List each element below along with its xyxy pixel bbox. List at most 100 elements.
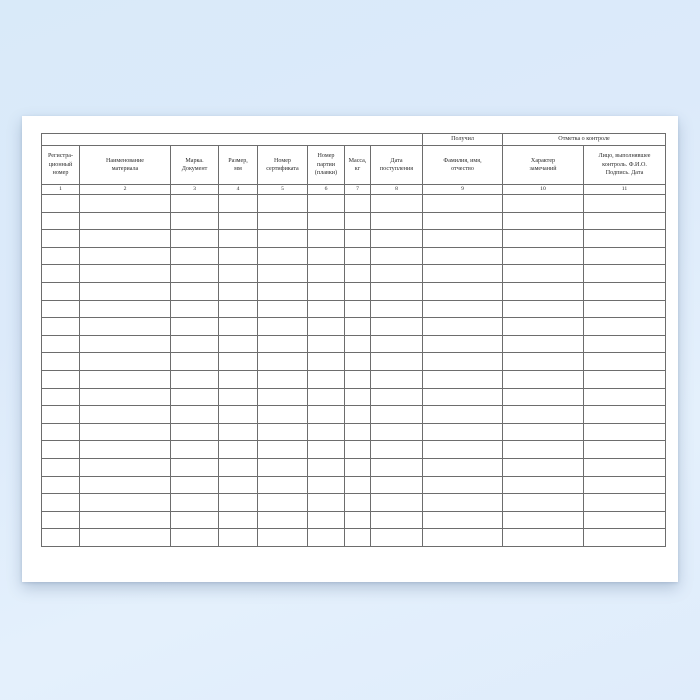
table-cell-3[interactable] [170,510,219,530]
table-row[interactable] [41,334,667,354]
table-cell-8[interactable] [370,457,423,477]
table-cell-10[interactable] [502,387,584,407]
table-cell-11[interactable] [582,246,667,266]
table-row[interactable] [41,299,667,319]
table-cell-6[interactable] [307,264,345,283]
table-cell-3[interactable] [170,352,219,371]
table-cell-10[interactable] [502,299,584,319]
table-cell-11[interactable] [582,352,667,371]
table-cell-10[interactable] [502,334,584,354]
table-cell-8[interactable] [370,369,423,389]
table-cell-1[interactable] [41,334,80,354]
table-cell-3[interactable] [170,334,219,354]
table-cell-8[interactable] [370,387,423,407]
table-cell-9[interactable] [422,352,503,371]
table-cell-9[interactable] [422,510,503,530]
table-cell-2[interactable] [79,387,171,407]
table-cell-3[interactable] [170,299,219,319]
table-cell-4[interactable] [218,352,258,371]
table-cell-1[interactable] [41,475,80,495]
table-cell-8[interactable] [370,528,423,547]
table-cell-11[interactable] [582,281,667,301]
table-cell-6[interactable] [307,299,345,319]
table-cell-11[interactable] [582,317,667,336]
table-cell-1[interactable] [41,528,80,547]
table-cell-6[interactable] [307,352,345,371]
table-cell-5[interactable] [257,369,308,389]
table-cell-2[interactable] [79,405,171,424]
table-cell-11[interactable] [582,194,667,213]
table-cell-5[interactable] [257,229,308,248]
table-cell-3[interactable] [170,475,219,495]
table-row[interactable] [41,475,667,495]
table-cell-7[interactable] [344,493,371,512]
table-cell-8[interactable] [370,264,423,283]
table-row[interactable] [41,422,667,442]
table-cell-6[interactable] [307,475,345,495]
table-cell-5[interactable] [257,457,308,477]
table-cell-7[interactable] [344,334,371,354]
table-cell-8[interactable] [370,194,423,213]
table-row[interactable] [41,264,667,283]
table-cell-1[interactable] [41,246,80,266]
table-cell-9[interactable] [422,194,503,213]
table-cell-4[interactable] [218,405,258,424]
table-cell-4[interactable] [218,194,258,213]
table-row[interactable] [41,317,667,336]
table-cell-11[interactable] [582,422,667,442]
table-cell-8[interactable] [370,229,423,248]
table-cell-1[interactable] [41,317,80,336]
table-cell-5[interactable] [257,211,308,231]
table-row[interactable] [41,352,667,371]
table-cell-7[interactable] [344,405,371,424]
table-cell-7[interactable] [344,369,371,389]
table-cell-4[interactable] [218,387,258,407]
table-cell-7[interactable] [344,194,371,213]
table-cell-9[interactable] [422,387,503,407]
table-cell-9[interactable] [422,229,503,248]
table-cell-2[interactable] [79,299,171,319]
table-cell-3[interactable] [170,493,219,512]
table-cell-9[interactable] [422,422,503,442]
table-row[interactable] [41,440,667,459]
table-row[interactable] [41,281,667,301]
table-cell-5[interactable] [257,528,308,547]
table-cell-9[interactable] [422,493,503,512]
table-cell-2[interactable] [79,334,171,354]
table-cell-6[interactable] [307,369,345,389]
table-cell-3[interactable] [170,440,219,459]
table-cell-6[interactable] [307,510,345,530]
table-cell-5[interactable] [257,475,308,495]
table-cell-3[interactable] [170,405,219,424]
table-cell-4[interactable] [218,211,258,231]
table-cell-7[interactable] [344,281,371,301]
table-cell-8[interactable] [370,493,423,512]
table-cell-2[interactable] [79,528,171,547]
table-cell-8[interactable] [370,281,423,301]
table-cell-8[interactable] [370,299,423,319]
table-row[interactable] [41,229,667,248]
table-cell-2[interactable] [79,422,171,442]
table-cell-9[interactable] [422,369,503,389]
table-cell-10[interactable] [502,457,584,477]
table-cell-7[interactable] [344,299,371,319]
table-cell-3[interactable] [170,528,219,547]
table-row[interactable] [41,493,667,512]
table-cell-5[interactable] [257,246,308,266]
table-cell-1[interactable] [41,422,80,442]
table-cell-2[interactable] [79,493,171,512]
table-cell-1[interactable] [41,229,80,248]
table-cell-3[interactable] [170,281,219,301]
table-cell-1[interactable] [41,440,80,459]
table-cell-2[interactable] [79,510,171,530]
table-cell-4[interactable] [218,510,258,530]
table-row[interactable] [41,194,667,213]
table-cell-9[interactable] [422,440,503,459]
table-cell-1[interactable] [41,510,80,530]
table-cell-11[interactable] [582,264,667,283]
table-cell-8[interactable] [370,510,423,530]
table-cell-6[interactable] [307,246,345,266]
table-cell-1[interactable] [41,352,80,371]
table-cell-2[interactable] [79,352,171,371]
table-cell-6[interactable] [307,457,345,477]
